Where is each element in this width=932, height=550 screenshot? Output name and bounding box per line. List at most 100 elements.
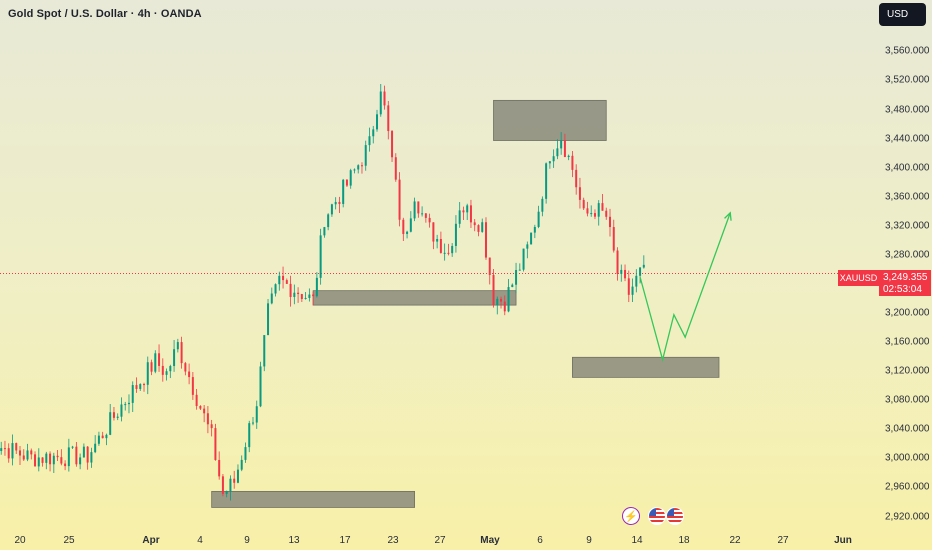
candle	[567, 154, 570, 161]
candle	[609, 208, 612, 237]
candle	[259, 361, 262, 408]
time-tick: 6	[537, 535, 543, 546]
projection-path	[639, 212, 731, 363]
candle	[300, 293, 303, 302]
candle	[586, 201, 589, 217]
zone-box[interactable]	[211, 490, 415, 508]
symbol-badge: XAUUSD	[838, 270, 879, 286]
zone-box[interactable]	[312, 290, 517, 306]
candle	[180, 336, 183, 369]
candle	[233, 470, 236, 489]
candle	[492, 269, 495, 308]
candle	[345, 178, 348, 187]
currency-button[interactable]: USD	[879, 3, 926, 26]
price-tick: 3,320.000	[885, 220, 930, 232]
candle	[236, 464, 239, 484]
candle	[184, 361, 187, 376]
candle	[466, 203, 469, 221]
projection-arrowhead	[724, 211, 732, 221]
candle	[379, 83, 382, 117]
candle	[244, 442, 247, 463]
zone-box[interactable]	[493, 99, 607, 141]
time-tick: 9	[244, 535, 250, 546]
candle	[131, 381, 134, 413]
candle	[368, 127, 371, 152]
time-tick: 4	[197, 535, 203, 546]
candle	[605, 207, 608, 220]
time-tick: 9	[586, 535, 592, 546]
candle	[364, 140, 367, 171]
candle	[82, 443, 85, 458]
candle	[206, 406, 209, 434]
candle	[612, 219, 615, 253]
time-tick: 18	[678, 535, 690, 546]
candle	[285, 278, 288, 284]
chart-title: Gold Spot / U.S. Dollar · 4h · OANDA	[8, 8, 202, 20]
candle	[334, 197, 337, 210]
candle	[635, 269, 638, 293]
candle	[627, 270, 630, 303]
zone-box[interactable]	[572, 356, 720, 378]
us-flag-icon[interactable]	[648, 507, 666, 525]
candle	[267, 298, 270, 336]
candle	[37, 448, 40, 472]
candle	[593, 209, 596, 220]
us-flag-icon[interactable]	[666, 507, 684, 525]
candle	[631, 278, 634, 303]
candle	[503, 295, 506, 316]
candle	[402, 217, 405, 241]
candle	[387, 100, 390, 140]
candle	[127, 394, 130, 414]
candle	[34, 451, 37, 467]
bar-countdown: 02:53:04	[883, 284, 922, 295]
flash-icon[interactable]: ⚡	[622, 507, 640, 525]
candle	[112, 407, 115, 421]
candle	[575, 164, 578, 195]
candle	[154, 350, 157, 374]
candle	[19, 445, 21, 466]
candle	[7, 443, 10, 463]
price-tick: 3,280.000	[885, 249, 930, 261]
candle	[443, 243, 446, 261]
candles-layer	[0, 83, 645, 501]
candle	[642, 255, 645, 269]
candle	[158, 344, 161, 372]
candle	[274, 283, 277, 297]
candle	[49, 451, 52, 472]
candle	[406, 230, 409, 239]
candle	[75, 442, 78, 467]
time-tick: 25	[63, 535, 75, 546]
candle	[79, 453, 82, 470]
candle	[191, 371, 194, 400]
candle	[597, 200, 600, 226]
last-price-value: 3,249.355	[883, 272, 928, 283]
candle	[394, 153, 397, 182]
last-price-badge: 3,249.355 02:53:04	[879, 270, 931, 296]
candle	[214, 423, 217, 461]
time-tick: 13	[288, 535, 300, 546]
time-tick: Apr	[142, 535, 160, 546]
price-tick: 3,440.000	[885, 133, 930, 145]
candle	[56, 449, 59, 461]
candle	[496, 296, 499, 315]
price-tick: 3,560.000	[885, 45, 930, 57]
candle	[173, 339, 176, 372]
candle	[469, 199, 472, 229]
candle	[289, 275, 292, 307]
candle	[86, 446, 89, 470]
candle	[229, 475, 232, 501]
candle	[582, 197, 585, 211]
price-tick: 3,040.000	[885, 423, 930, 435]
candle	[293, 284, 296, 305]
candle	[169, 364, 172, 379]
candle	[71, 445, 74, 449]
price-tick: 2,960.000	[885, 481, 930, 493]
candle	[458, 202, 461, 228]
candle	[15, 442, 18, 455]
candle	[105, 433, 108, 446]
candle	[248, 420, 251, 453]
candle	[45, 451, 48, 470]
candle	[101, 431, 104, 439]
candle	[41, 457, 44, 467]
